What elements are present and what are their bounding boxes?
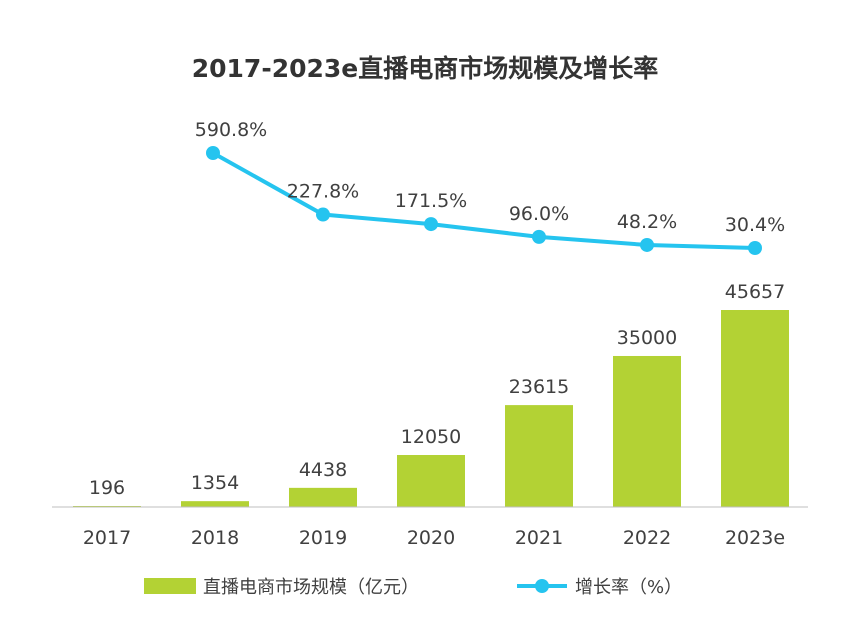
bar-2020	[397, 455, 465, 507]
growth-label-2023e: 30.4%	[725, 214, 785, 236]
growth-point-2022	[640, 237, 654, 252]
bar-2019	[289, 487, 357, 507]
legend-bar-label: 直播电商市场规模（亿元）	[203, 577, 419, 598]
growth-point-2020	[424, 217, 438, 232]
bar-label-2017: 196	[89, 477, 125, 499]
bar-label-2023e: 45657	[725, 281, 785, 303]
bar-label-2020: 12050	[401, 426, 461, 448]
bar-label-2021: 23615	[509, 376, 569, 398]
x-tick-2020: 2020	[407, 527, 455, 549]
bar-2022	[613, 355, 681, 507]
chart-title: 2017-2023e直播电商市场规模及增长率	[192, 54, 659, 83]
x-tick-2023e: 2023e	[725, 527, 785, 549]
legend-line-marker	[535, 579, 549, 593]
bar-label-2022: 35000	[617, 327, 677, 349]
bar-2023e	[721, 310, 789, 507]
growth-label-2021: 96.0%	[509, 203, 569, 225]
growth-point-2018	[206, 146, 220, 161]
growth-label-2022: 48.2%	[617, 211, 677, 233]
x-tick-2022: 2022	[623, 527, 671, 549]
x-tick-2017: 2017	[83, 527, 131, 549]
x-tick-2018: 2018	[191, 527, 239, 549]
growth-label-2018: 590.8%	[195, 119, 267, 141]
bar-2021	[505, 405, 573, 507]
x-tick-2019: 2019	[299, 527, 347, 549]
bar-label-2018: 1354	[191, 472, 239, 494]
bar-2018	[181, 501, 249, 507]
x-tick-2021: 2021	[515, 527, 563, 549]
legend-bar-swatch	[144, 578, 196, 594]
growth-point-2019	[316, 207, 330, 222]
legend-line-label: 增长率（%）	[575, 577, 682, 598]
growth-label-2019: 227.8%	[287, 181, 359, 203]
growth-line	[212, 151, 756, 250]
bar-label-2019: 4438	[299, 459, 347, 481]
growth-point-2023e	[748, 240, 762, 255]
growth-point-2021	[532, 229, 546, 244]
growth-label-2020: 171.5%	[395, 190, 467, 212]
